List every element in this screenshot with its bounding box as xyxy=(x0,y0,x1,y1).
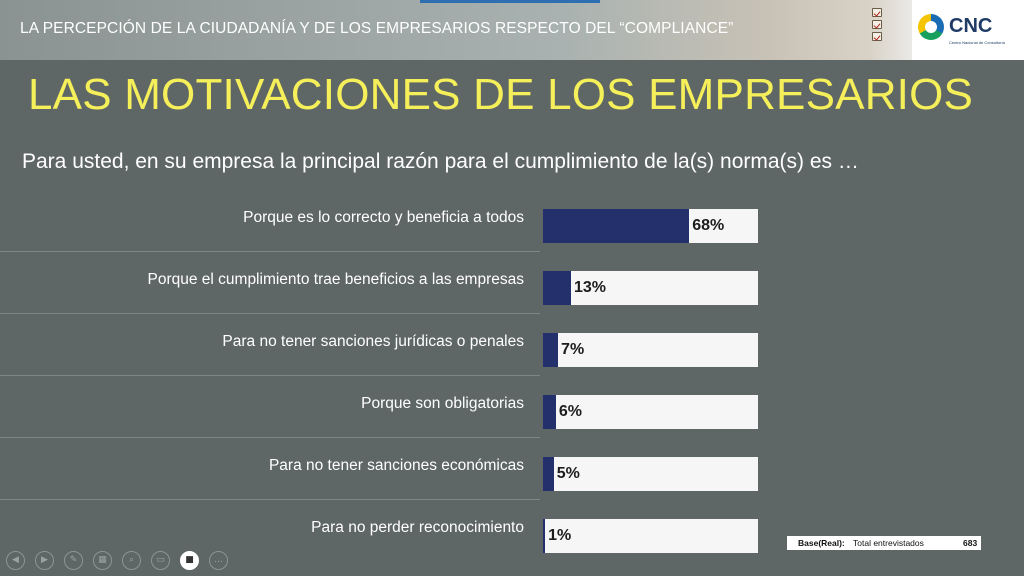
camera-icon[interactable]: ■ xyxy=(180,551,199,570)
slide-heading: LAS MOTIVACIONES DE LOS EMPRESARIOS xyxy=(28,70,974,119)
cnc-logo-mark xyxy=(918,14,944,40)
bar-value-label: 7% xyxy=(561,341,585,358)
bar-track: 1% xyxy=(543,519,758,553)
survey-question: Para usted, en su empresa la principal r… xyxy=(22,150,859,173)
bar xyxy=(543,519,546,553)
bar-track: 7% xyxy=(543,333,758,367)
bar-value-label: 5% xyxy=(556,465,580,482)
more-options-icon[interactable]: … xyxy=(209,551,228,570)
base-description: Total entrevistados xyxy=(853,538,924,548)
bar-track: 13% xyxy=(543,271,758,305)
category-label: Porque el cumplimiento trae beneficios a… xyxy=(147,271,525,288)
bar-value-label: 1% xyxy=(548,527,572,544)
row-divider xyxy=(0,437,540,438)
header-accent-line xyxy=(420,0,600,3)
logo-subtitle: Centro Nacional de Consultoría xyxy=(949,40,1005,45)
bar xyxy=(543,333,559,367)
previous-icon[interactable]: ◀ xyxy=(6,551,25,570)
bar xyxy=(543,271,571,305)
base-note: Base(Real): Total entrevistados 683 xyxy=(787,536,981,550)
logo-text: CNC xyxy=(949,15,993,37)
slides-icon[interactable]: ▦ xyxy=(93,551,112,570)
category-label: Para no tener sanciones jurídicas o pena… xyxy=(222,333,524,350)
bar xyxy=(543,209,690,243)
next-icon[interactable]: ▶ xyxy=(35,551,54,570)
header-title: LA PERCEPCIÓN DE LA CIUDADANÍA Y DE LOS … xyxy=(20,20,734,37)
bar xyxy=(543,395,556,429)
bar-value-label: 13% xyxy=(573,279,606,296)
zoom-icon[interactable]: ⌕ xyxy=(122,551,141,570)
bar-track: 68% xyxy=(543,209,758,243)
row-divider xyxy=(0,251,540,252)
bar-value-label: 68% xyxy=(692,217,725,234)
bar-track: 5% xyxy=(543,457,758,491)
checklist-icon xyxy=(868,6,888,46)
row-divider xyxy=(0,375,540,376)
bar xyxy=(543,457,554,491)
base-label: Base(Real): xyxy=(798,538,845,548)
row-divider xyxy=(0,499,540,500)
header-bar: LA PERCEPCIÓN DE LA CIUDADANÍA Y DE LOS … xyxy=(0,0,1024,60)
row-divider xyxy=(0,313,540,314)
bar-track: 6% xyxy=(543,395,758,429)
category-label: Para no perder reconocimiento xyxy=(311,519,524,536)
subtitles-icon[interactable]: ▭ xyxy=(151,551,170,570)
cnc-logo: CNC Centro Nacional de Consultoría xyxy=(912,0,1024,60)
pen-icon[interactable]: ✎ xyxy=(64,551,83,570)
category-label: Porque son obligatorias xyxy=(361,395,524,412)
category-label: Porque es lo correcto y beneficia a todo… xyxy=(243,209,524,226)
bar-value-label: 6% xyxy=(558,403,583,420)
category-label: Para no tener sanciones económicas xyxy=(268,457,524,474)
base-count: 683 xyxy=(963,538,978,548)
